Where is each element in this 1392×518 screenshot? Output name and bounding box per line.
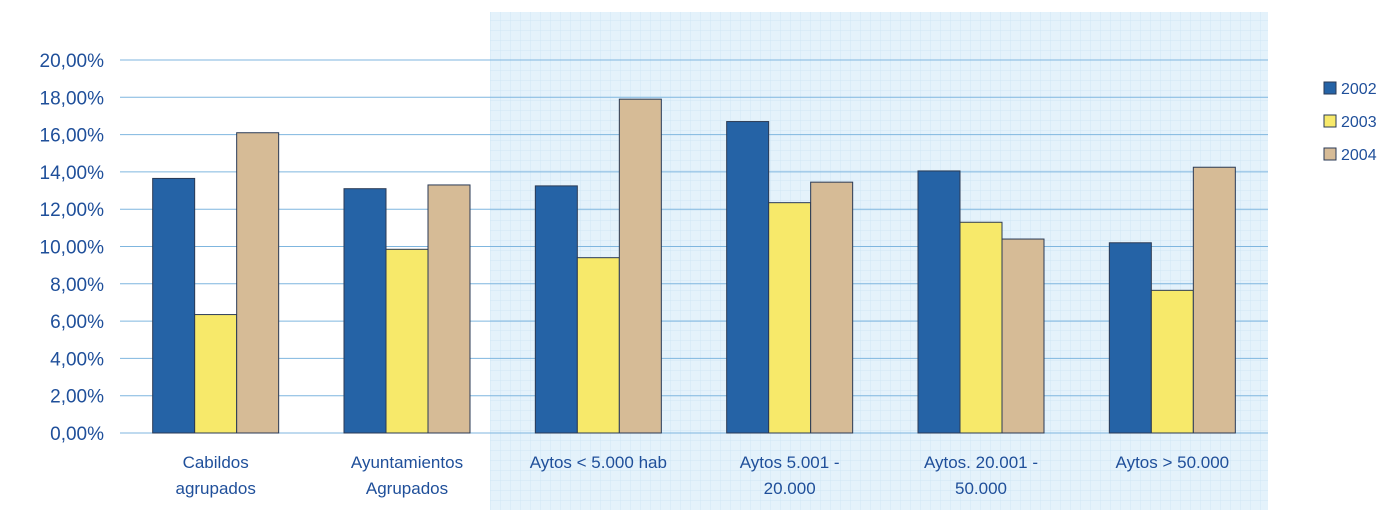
bar-2002-5 [1108,242,1152,434]
x-category-label: 50.000 [955,479,1007,498]
y-tick-label: 4,00% [50,349,104,370]
x-category-label: 20.000 [764,479,816,498]
bar-2003-2 [576,257,620,434]
bar-2004-1 [427,184,471,434]
bar-2002-2 [534,185,578,434]
y-tick-label: 14,00% [40,163,105,184]
legend-swatch-2003 [1323,114,1337,128]
bar-2002-1 [343,188,387,434]
bar-2003-3 [768,202,812,434]
legend-label-2002: 2002 [1341,81,1377,98]
x-category-label: Ayuntamientos [351,453,463,472]
bar-2002-4 [917,170,961,434]
x-category-label: Cabildos [183,453,249,472]
x-category-label: Aytos 5.001 - [740,453,840,472]
bar-2004-0 [236,132,280,434]
bar-2004-2 [618,98,662,434]
x-category-label: Aytos. 20.001 - [924,453,1038,472]
bar-2004-5 [1192,166,1236,434]
bar-2003-4 [959,221,1003,434]
y-tick-label: 2,00% [50,387,104,408]
bar-2003-1 [385,248,429,434]
legend-label-2004: 2004 [1341,147,1377,164]
bar-2002-0 [152,177,196,434]
bar-2004-4 [1001,238,1045,434]
bar-2002-3 [726,121,770,434]
legend-label-2003: 2003 [1341,114,1377,131]
x-category-label: agrupados [175,479,255,498]
legend-swatch-2002 [1323,81,1337,95]
legend-swatch-2004 [1323,147,1337,161]
x-category-label: Agrupados [366,479,448,498]
bar-2003-5 [1150,289,1194,434]
y-tick-label: 18,00% [40,88,105,109]
y-tick-label: 20,00% [40,51,105,72]
y-tick-label: 10,00% [40,238,105,259]
y-tick-label: 16,00% [40,126,105,147]
bar-2003-0 [194,314,238,434]
y-tick-label: 12,00% [40,200,105,221]
y-tick-label: 8,00% [50,275,104,296]
x-category-label: Aytos < 5.000 hab [530,453,667,472]
bar-2004-3 [810,181,854,434]
y-tick-label: 6,00% [50,312,104,333]
x-category-label: Aytos > 50.000 [1116,453,1230,472]
y-tick-label: 0,00% [50,424,104,445]
